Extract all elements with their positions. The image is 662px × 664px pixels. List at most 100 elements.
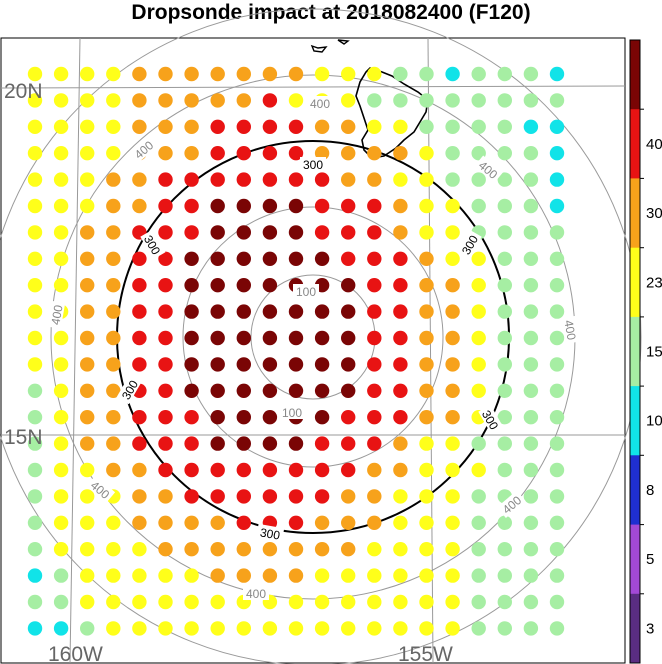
contour-label: 300 <box>259 525 281 542</box>
impact-dot <box>341 119 356 134</box>
impact-dot <box>106 146 121 161</box>
impact-dot <box>471 489 486 504</box>
impact-dot <box>106 304 121 319</box>
impact-dot <box>106 330 121 346</box>
impact-dot <box>184 542 199 557</box>
impact-dot <box>341 357 356 372</box>
impact-dot <box>445 304 460 319</box>
contour-label-bg <box>256 523 285 543</box>
impact-dot <box>419 304 434 319</box>
impact-dot <box>236 93 251 108</box>
impact-dot <box>393 119 408 134</box>
impact-dot <box>106 515 121 530</box>
impact-dot <box>393 436 408 451</box>
impact-dot <box>419 621 434 636</box>
impact-dot <box>27 436 43 451</box>
impact-dot <box>314 462 330 478</box>
impact-dot <box>236 119 251 134</box>
impact-dot <box>53 621 69 636</box>
impact-dot <box>132 93 147 108</box>
impact-dot <box>158 542 173 557</box>
impact-dot <box>314 489 330 504</box>
impact-dot <box>236 304 251 319</box>
impact-dot <box>523 278 539 293</box>
contour-label-bg <box>561 315 581 344</box>
impact-dot <box>497 462 512 478</box>
impact-dot <box>419 198 434 214</box>
impact-dot <box>288 119 304 134</box>
impact-dot <box>132 66 147 82</box>
impact-dot <box>262 462 278 478</box>
impact-dot <box>497 410 512 425</box>
impact-dot <box>132 436 147 451</box>
impact-dot <box>236 515 251 530</box>
impact-dot <box>184 278 199 293</box>
impact-dot <box>419 383 434 398</box>
colorbar-segment <box>630 247 640 318</box>
impact-dot <box>367 621 382 636</box>
impact-dot <box>184 462 199 478</box>
colorbar-tick-label: 10 <box>646 413 662 430</box>
impact-dot <box>471 330 486 346</box>
impact-dot <box>236 66 251 82</box>
impact-dot <box>393 621 408 636</box>
impact-dot <box>184 119 199 134</box>
impact-dot <box>132 462 147 478</box>
impact-dot <box>27 594 43 610</box>
impact-dot <box>80 251 95 266</box>
colorbar-tick-label: 40 <box>646 136 662 153</box>
impact-dot <box>314 436 330 451</box>
colorbar-tick-label: 3 <box>646 620 654 637</box>
impact-dot <box>262 410 278 425</box>
impact-dot <box>262 146 278 161</box>
impact-dot <box>106 251 121 266</box>
impact-dot <box>158 515 173 530</box>
colorbar-border <box>629 39 641 664</box>
impact-dot <box>80 119 95 134</box>
colorbar-tick-label: 8 <box>646 482 654 499</box>
impact-dot <box>158 383 173 398</box>
colorbar-tick-label: 5 <box>646 551 654 568</box>
impact-dot <box>445 66 460 82</box>
colorbar-segment <box>630 109 640 179</box>
impact-dot <box>523 621 539 636</box>
impact-dot <box>523 568 539 583</box>
impact-dot <box>236 146 251 161</box>
impact-dot <box>523 146 539 161</box>
impact-dot <box>210 251 225 266</box>
impact-dot <box>288 542 304 557</box>
impact-dot <box>314 146 330 161</box>
impact-dot <box>236 568 251 583</box>
contour-label: 400 <box>246 587 266 601</box>
impact-dot <box>288 172 304 187</box>
impact-dot <box>314 621 330 636</box>
impact-dot <box>445 225 460 240</box>
impact-dot <box>184 198 199 214</box>
impact-dot <box>341 621 356 636</box>
impact-dot <box>497 542 512 557</box>
impact-dot <box>393 594 408 610</box>
impact-dot <box>523 93 539 108</box>
impact-dot <box>367 568 382 583</box>
impact-dot <box>497 304 512 319</box>
impact-dot <box>523 357 539 372</box>
impact-dot <box>80 198 95 214</box>
impact-dot <box>419 330 434 346</box>
impact-dot <box>27 621 43 636</box>
impact-dot <box>523 225 539 240</box>
impact-dot <box>210 621 225 636</box>
impact-dot <box>80 410 95 425</box>
impact-dot <box>549 66 565 82</box>
impact-dot <box>445 357 460 372</box>
impact-dot <box>210 542 225 557</box>
impact-dot <box>367 119 382 134</box>
impact-dot <box>341 462 356 478</box>
impact-dot <box>236 462 251 478</box>
impact-dot <box>288 225 304 240</box>
impact-dot <box>184 225 199 240</box>
impact-dot <box>27 119 43 134</box>
impact-dot <box>184 146 199 161</box>
impact-dot <box>53 410 69 425</box>
hawaii-big-island <box>355 67 429 159</box>
impact-dot <box>393 489 408 504</box>
